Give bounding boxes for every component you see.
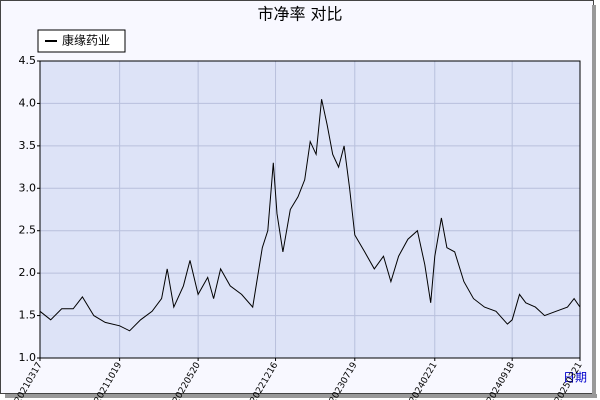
x-axis-label: 日期 bbox=[563, 371, 587, 385]
y-tick-label: 1.0 bbox=[19, 351, 37, 364]
y-tick-label: 4.0 bbox=[19, 96, 37, 109]
y-tick-label: 2.5 bbox=[19, 224, 37, 237]
y-tick-label: 2.0 bbox=[19, 266, 37, 279]
y-tick-label: 4.5 bbox=[19, 54, 37, 67]
legend: 康缘药业 bbox=[37, 29, 126, 53]
legend-box bbox=[37, 29, 126, 53]
chart-title: 市净率 对比 bbox=[257, 5, 342, 24]
plot-area bbox=[40, 61, 580, 358]
y-tick-label: 3.0 bbox=[19, 181, 37, 194]
y-tick-label: 3.5 bbox=[19, 139, 37, 152]
axis-box bbox=[39, 60, 581, 359]
legend-label: 康缘药业 bbox=[62, 33, 110, 48]
y-tick-label: 1.5 bbox=[19, 309, 37, 322]
data-line bbox=[39, 99, 581, 332]
